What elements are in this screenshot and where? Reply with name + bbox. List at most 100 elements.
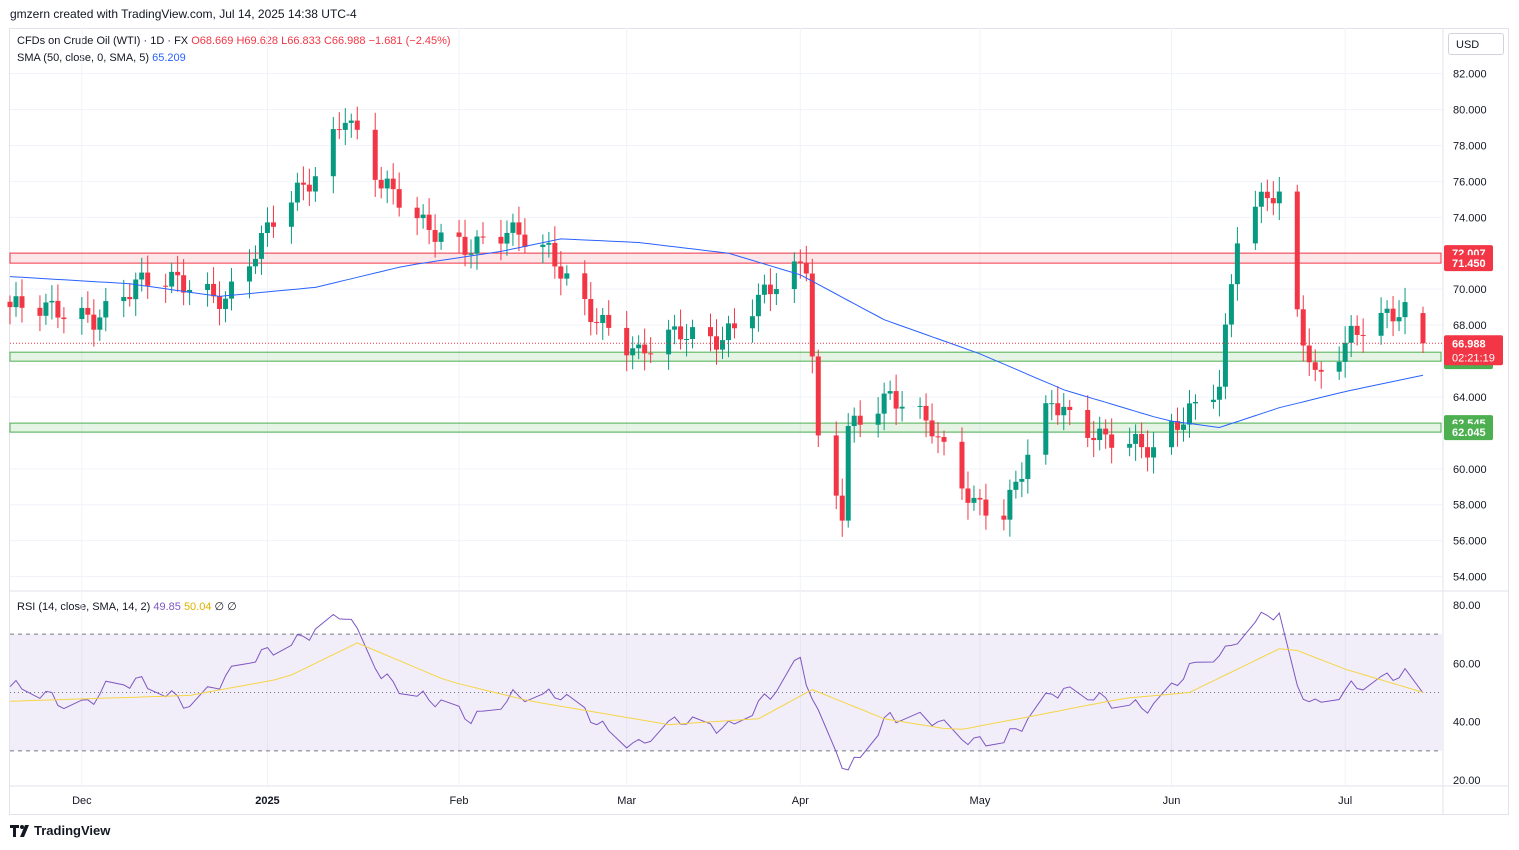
candle-body[interactable] bbox=[1354, 325, 1360, 335]
candle-body[interactable] bbox=[1133, 434, 1139, 444]
candle-body[interactable] bbox=[965, 488, 971, 503]
candle-body[interactable] bbox=[708, 327, 714, 337]
candle-body[interactable] bbox=[684, 339, 690, 341]
candle-body[interactable] bbox=[85, 307, 91, 315]
candle-body[interactable] bbox=[1396, 317, 1402, 322]
candle-body[interactable] bbox=[1258, 191, 1264, 207]
candle-body[interactable] bbox=[288, 202, 294, 227]
candle-body[interactable] bbox=[588, 299, 594, 322]
candle-body[interactable] bbox=[504, 232, 510, 244]
candle-body[interactable] bbox=[1192, 401, 1198, 404]
candle-body[interactable] bbox=[1109, 434, 1115, 448]
candle-body[interactable] bbox=[229, 281, 235, 299]
candle-body[interactable] bbox=[1091, 437, 1097, 441]
candle-body[interactable] bbox=[761, 284, 767, 295]
candle-body[interactable] bbox=[121, 296, 127, 302]
candle-body[interactable] bbox=[205, 283, 211, 290]
zone-resistance-0[interactable] bbox=[9, 252, 1442, 264]
candle-body[interactable] bbox=[330, 129, 336, 177]
candle-body[interactable] bbox=[1312, 362, 1318, 370]
candle-body[interactable] bbox=[558, 266, 564, 279]
candle-body[interactable] bbox=[1336, 361, 1342, 372]
candle-body[interactable] bbox=[133, 279, 139, 300]
candle-body[interactable] bbox=[103, 301, 109, 318]
candle-body[interactable] bbox=[169, 271, 175, 287]
candle-body[interactable] bbox=[91, 314, 97, 330]
candle-body[interactable] bbox=[833, 435, 839, 496]
rsi-sma-line[interactable] bbox=[9, 642, 1424, 730]
candle-body[interactable] bbox=[456, 232, 462, 237]
candle-body[interactable] bbox=[211, 283, 217, 297]
candle-body[interactable] bbox=[690, 327, 696, 340]
candle-body[interactable] bbox=[1306, 345, 1312, 363]
candle-body[interactable] bbox=[636, 344, 642, 349]
candle-body[interactable] bbox=[13, 296, 19, 308]
candle-body[interactable] bbox=[264, 222, 270, 234]
candle-body[interactable] bbox=[348, 120, 354, 123]
candle-body[interactable] bbox=[462, 236, 468, 255]
candle-body[interactable] bbox=[306, 184, 312, 192]
candle-body[interactable] bbox=[420, 214, 426, 219]
candle-body[interactable] bbox=[145, 272, 151, 286]
candle-body[interactable] bbox=[516, 222, 522, 235]
candle-body[interactable] bbox=[1097, 428, 1103, 441]
candle-body[interactable] bbox=[1348, 325, 1354, 343]
candle-body[interactable] bbox=[372, 129, 378, 180]
candle-body[interactable] bbox=[79, 307, 85, 320]
candle-body[interactable] bbox=[342, 122, 348, 130]
candle-body[interactable] bbox=[163, 285, 169, 287]
candle-body[interactable] bbox=[809, 273, 815, 357]
tradingview-logo[interactable]: TradingView bbox=[10, 823, 110, 838]
candle-body[interactable] bbox=[396, 189, 402, 208]
candle-body[interactable] bbox=[815, 356, 821, 436]
candle-body[interactable] bbox=[1181, 424, 1187, 430]
candle-body[interactable] bbox=[851, 415, 857, 427]
candle-body[interactable] bbox=[875, 413, 881, 425]
candle-body[interactable] bbox=[127, 296, 133, 300]
candle-body[interactable] bbox=[217, 296, 223, 309]
candle-body[interactable] bbox=[1270, 198, 1276, 204]
candle-body[interactable] bbox=[899, 406, 905, 409]
candle-body[interactable] bbox=[336, 129, 342, 131]
candle-body[interactable] bbox=[959, 441, 965, 489]
candle-body[interactable] bbox=[1210, 399, 1216, 402]
candle-body[interactable] bbox=[1007, 489, 1013, 520]
candle-body[interactable] bbox=[49, 300, 55, 303]
candle-body[interactable] bbox=[37, 307, 43, 316]
candle-body[interactable] bbox=[187, 289, 193, 293]
candle-body[interactable] bbox=[1222, 324, 1228, 387]
candle-body[interactable] bbox=[797, 261, 803, 263]
candle-body[interactable] bbox=[540, 244, 546, 247]
candle-body[interactable] bbox=[300, 182, 306, 185]
candle-body[interactable] bbox=[893, 391, 899, 409]
currency-selector[interactable]: USD bbox=[1448, 33, 1504, 55]
candle-body[interactable] bbox=[725, 323, 731, 341]
candle-body[interactable] bbox=[432, 230, 438, 242]
candle-body[interactable] bbox=[719, 340, 725, 350]
candle-body[interactable] bbox=[1294, 191, 1300, 310]
candle-body[interactable] bbox=[600, 314, 606, 324]
candle-body[interactable] bbox=[678, 326, 684, 340]
candle-body[interactable] bbox=[755, 294, 761, 317]
candle-body[interactable] bbox=[564, 273, 570, 279]
candle-body[interactable] bbox=[438, 232, 444, 242]
candle-body[interactable] bbox=[630, 348, 636, 356]
candle-body[interactable] bbox=[522, 234, 528, 247]
candle-body[interactable] bbox=[749, 316, 755, 329]
candle-body[interactable] bbox=[1384, 308, 1390, 313]
candle-body[interactable] bbox=[642, 344, 648, 354]
candle-body[interactable] bbox=[1169, 421, 1175, 448]
candle-body[interactable] bbox=[97, 317, 103, 330]
candle-body[interactable] bbox=[378, 179, 384, 189]
candle-body[interactable] bbox=[983, 499, 989, 516]
candle-body[interactable] bbox=[773, 289, 779, 295]
candle-body[interactable] bbox=[1360, 334, 1366, 336]
candle-body[interactable] bbox=[55, 300, 61, 318]
candle-body[interactable] bbox=[923, 405, 929, 421]
candle-body[interactable] bbox=[887, 391, 893, 394]
candle-body[interactable] bbox=[1013, 481, 1019, 490]
candle-body[interactable] bbox=[480, 236, 486, 238]
candle-body[interactable] bbox=[767, 284, 773, 295]
candle-body[interactable] bbox=[881, 393, 887, 414]
zone-support-2[interactable] bbox=[9, 422, 1442, 433]
